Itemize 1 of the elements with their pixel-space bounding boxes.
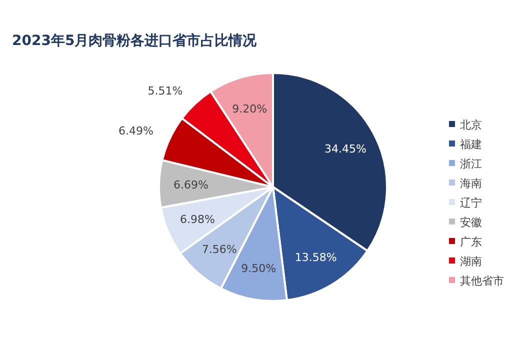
title: 2023年5月肉骨粉各进口省市占比情况	[12, 33, 257, 49]
